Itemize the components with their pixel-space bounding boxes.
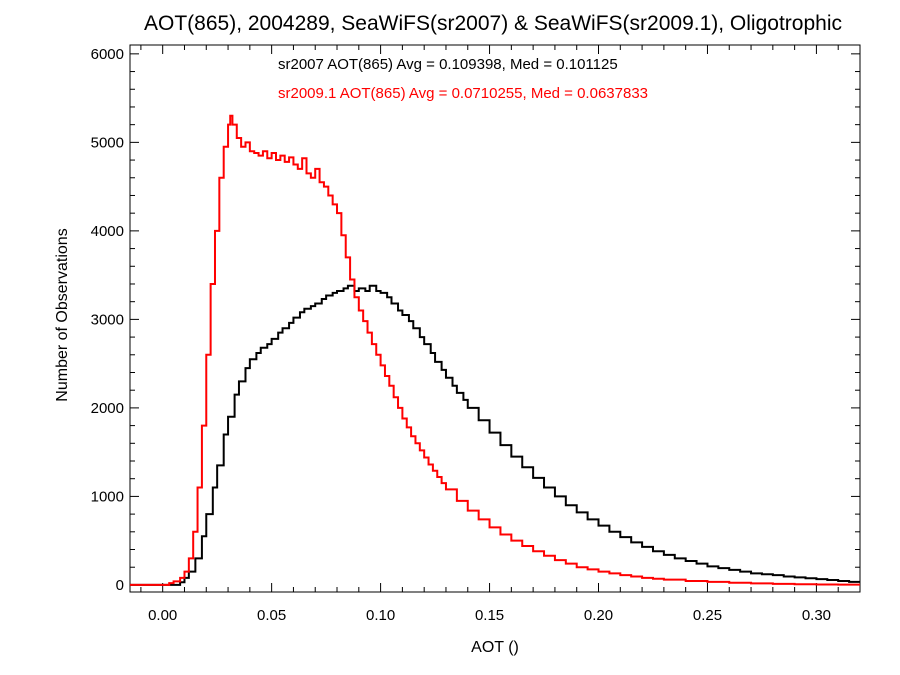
x-tick-label: 0.25 xyxy=(693,607,722,624)
plot-area-frame xyxy=(129,44,861,593)
chart-title: AOT(865), 2004289, SeaWiFS(sr2007) & Sea… xyxy=(144,12,842,35)
x-tick-label: 0.00 xyxy=(148,607,177,624)
series-line-sr2009 xyxy=(130,114,860,586)
x-tick-label: 0.10 xyxy=(366,607,395,624)
x-tick-label: 0.30 xyxy=(802,607,831,624)
y-tick-label: 0 xyxy=(116,577,124,594)
x-tick-label: 0.15 xyxy=(475,607,504,624)
x-tick-label: 0.05 xyxy=(257,607,286,624)
y-axis-label: Number of Observations xyxy=(54,228,71,401)
annotation-sr2009: sr2009.1 AOT(865) Avg = 0.0710255, Med =… xyxy=(278,85,648,102)
x-axis-label: AOT () xyxy=(471,639,519,656)
y-tick-label: 1000 xyxy=(91,488,124,505)
y-tick-labels: 0 1000 2000 3000 4000 5000 6000 xyxy=(91,46,124,594)
y-tick-label: 2000 xyxy=(91,400,124,417)
y-tick-label: 6000 xyxy=(91,46,124,63)
y-tick-label: 5000 xyxy=(91,134,124,151)
x-tick-label: 0.20 xyxy=(584,607,613,624)
x-tick-labels: 0.00 0.05 0.10 0.15 0.20 0.25 0.30 xyxy=(148,607,831,624)
series-layer xyxy=(130,114,860,586)
axis-ticks xyxy=(130,45,861,592)
series-line-sr2007 xyxy=(130,284,860,586)
annotation-sr2007: sr2007 AOT(865) Avg = 0.109398, Med = 0.… xyxy=(278,56,618,73)
y-tick-label: 3000 xyxy=(91,311,124,328)
y-tick-label: 4000 xyxy=(91,223,124,240)
